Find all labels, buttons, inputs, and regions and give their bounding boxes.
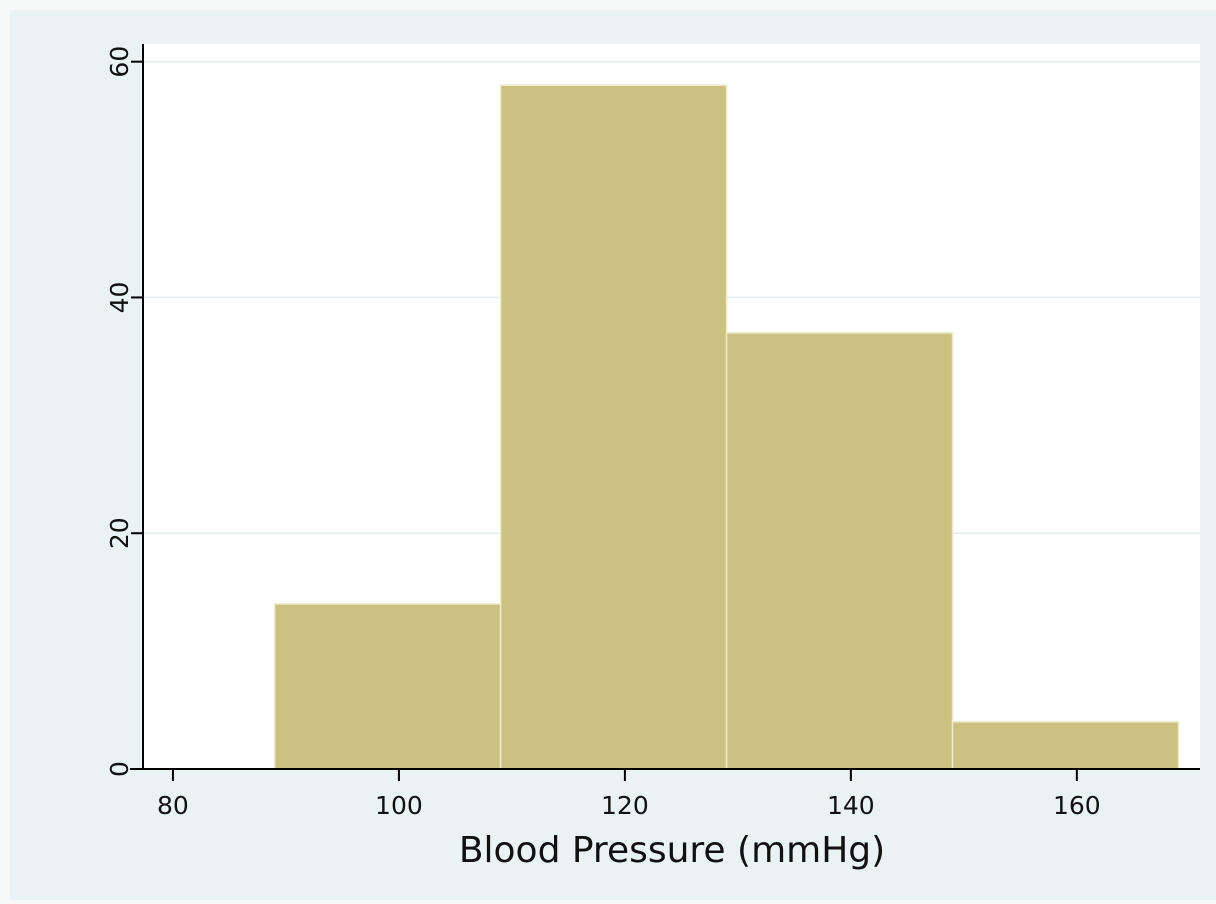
y-tick-label: 20 [105,517,134,549]
y-tick-label: 0 [105,761,134,777]
y-tick-label: 40 [105,282,134,314]
x-tick-label: 80 [157,791,189,820]
y-tick-label: 60 [105,46,134,78]
x-tick-label: 140 [827,791,875,820]
x-axis-title: Blood Pressure (mmHg) [459,830,885,871]
bar [951,721,1180,770]
bar [499,84,728,770]
bar [725,332,954,770]
x-tick-label: 160 [1053,791,1101,820]
bar [273,603,502,770]
x-tick-label: 120 [601,791,649,820]
x-tick-label: 100 [375,791,423,820]
